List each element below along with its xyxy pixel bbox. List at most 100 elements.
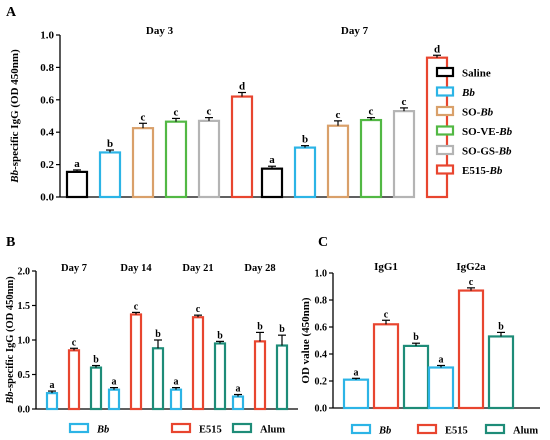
panel-a-y-tick-label: 0.4: [40, 127, 54, 139]
panel-a-bar: [326, 124, 350, 199]
panel-a-y-tick-label: 0.2: [40, 159, 54, 171]
panel-b-legend-label: Alum: [260, 425, 285, 436]
panel-label-c: C: [318, 235, 328, 250]
panel-label-a: A: [6, 5, 17, 20]
panel-a-legend-swatch: [435, 86, 455, 97]
panel-a-bar: [359, 118, 383, 199]
panel-a-bar: [131, 127, 155, 199]
panel-a-legend-label: SO-Bb: [462, 107, 494, 119]
panel-b-group-label: Day 7: [61, 263, 87, 274]
panel-b-significance-letter: c: [196, 304, 201, 315]
panel-b-group-label: Day 21: [182, 263, 213, 274]
panel-b-significance-letter: b: [155, 329, 161, 340]
panel-b-legend-swatch: [68, 422, 90, 434]
panel-b-significance-letter: c: [72, 337, 77, 348]
panel-b-bar: [67, 349, 81, 411]
panel-a-significance-letter: c: [369, 106, 374, 118]
panel-c-bar: [402, 344, 430, 410]
panel-a-legend-swatch: [435, 105, 455, 117]
panel-c-legend-swatch: [416, 423, 438, 435]
panel-a-bar: [260, 167, 284, 199]
panel-a-bar: [293, 146, 317, 199]
panel-b-significance-letter: a: [50, 380, 55, 391]
panel-c-bar: [342, 378, 370, 410]
panel-c-significance-letter: a: [439, 354, 444, 365]
panel-a-legend-label: SO-VE-Bb: [462, 126, 513, 138]
panel-c-group-label: IgG1: [374, 261, 398, 273]
panel-b-bar: [191, 316, 205, 411]
panel-a-significance-letter: c: [141, 111, 146, 123]
panel-a-legend-label: E515-Bb: [462, 165, 503, 177]
panel-b-y-tick-label: 1.5: [18, 301, 31, 312]
panel-a-significance-letter: b: [302, 134, 308, 146]
panel-b-y-tick-label: 0.5: [18, 370, 31, 381]
panel-a-significance-letter: a: [269, 154, 275, 166]
panel-b-bar: [107, 388, 121, 411]
panel-b-bar: [89, 366, 103, 411]
panel-a-y-tick-label: 0.6: [40, 94, 54, 106]
panel-a-bar: [98, 151, 122, 199]
panel-a-legend-swatch: [435, 125, 455, 136]
panel-a-bar: [164, 120, 188, 199]
panel-b-group-label: Day 14: [120, 263, 152, 274]
panel-c-legend-label: Bb: [378, 426, 391, 437]
panel-c-significance-letter: c: [469, 277, 474, 288]
panel-b-significance-letter: b: [217, 330, 223, 341]
panel-b-significance-letter: b: [279, 324, 285, 335]
panel-a-group-label: Day 7: [341, 25, 369, 37]
panel-c-y-axis-title: OD value (450nm): [300, 297, 312, 384]
panel-b-significance-letter: a: [112, 377, 117, 388]
panel-c-significance-letter: a: [354, 367, 359, 378]
panel-a-legend-swatch: [435, 66, 455, 78]
panel-c-y-tick-label: 0.8: [315, 296, 328, 307]
panel-b-y-tick-label: 1.0: [18, 336, 31, 347]
panel-b-bar: [45, 392, 59, 411]
chart-layer: 0.00.20.40.60.81.0Bb-specific IgG (OD 45…: [5, 25, 540, 437]
panel-b-group-label: Day 28: [244, 263, 275, 274]
panel-b-y-tick-label: 0.0: [18, 405, 31, 416]
panel-b-significance-letter: c: [134, 301, 139, 312]
panel-a-legend-label: Bb: [461, 87, 475, 99]
panel-b-legend-swatch: [231, 422, 253, 434]
panel-c-y-tick-label: 1.0: [315, 269, 328, 280]
panel-a-significance-letter: d: [434, 43, 440, 55]
panel-b-bar: [275, 344, 289, 411]
panel-c-legend-swatch: [350, 423, 372, 435]
panel-c-bar: [457, 289, 485, 410]
panel-b-y-axis-title: Bb-specific IgG (OD 450nm): [5, 276, 16, 405]
panel-b-bar: [253, 340, 267, 411]
panel-c-legend-label: Alum: [513, 426, 538, 437]
panel-b-legend-label: E515: [199, 425, 222, 436]
panel-c-y-tick-label: 0.2: [315, 377, 328, 388]
panel-a-legend-label: Saline: [462, 68, 491, 80]
panel-c-significance-letter: b: [498, 321, 504, 332]
panel-a-group-label: Day 3: [146, 25, 174, 37]
panel-c-bar: [372, 323, 400, 410]
panel-b-bar: [169, 388, 183, 411]
panel-a-significance-letter: c: [336, 109, 341, 121]
panel-a-significance-letter: c: [174, 106, 179, 118]
panel-a-significance-letter: d: [239, 81, 245, 93]
panel-b-bar: [213, 342, 227, 411]
panel-b-bar: [129, 313, 143, 411]
panel-c-y-tick-label: 0.6: [315, 323, 328, 334]
panel-b-bar: [151, 347, 165, 411]
panel-a-bar: [392, 110, 416, 199]
panel-a-y-tick-label: 0.8: [40, 62, 54, 74]
panel-b-significance-letter: b: [93, 355, 99, 366]
panel-a-significance-letter: a: [74, 158, 80, 170]
panel-c-y-tick-label: 0.4: [315, 350, 328, 361]
panel-a-bar: [230, 95, 254, 199]
panel-a-legend-swatch: [435, 144, 455, 156]
panel-c-bar: [487, 335, 515, 410]
panel-b-y-tick-label: 2.0: [18, 267, 31, 278]
panel-b-significance-letter: a: [236, 384, 241, 395]
panel-a-significance-letter: c: [207, 106, 212, 118]
panel-b-legend-swatch: [170, 422, 192, 434]
panel-c-bar: [427, 366, 455, 410]
panel-a-y-axis-title: Bb-specific IgG (OD 450nm): [9, 49, 21, 184]
panel-a-significance-letter: c: [402, 96, 407, 108]
panel-c-group-label: IgG2a: [456, 261, 486, 273]
panel-b-bar: [231, 395, 245, 411]
